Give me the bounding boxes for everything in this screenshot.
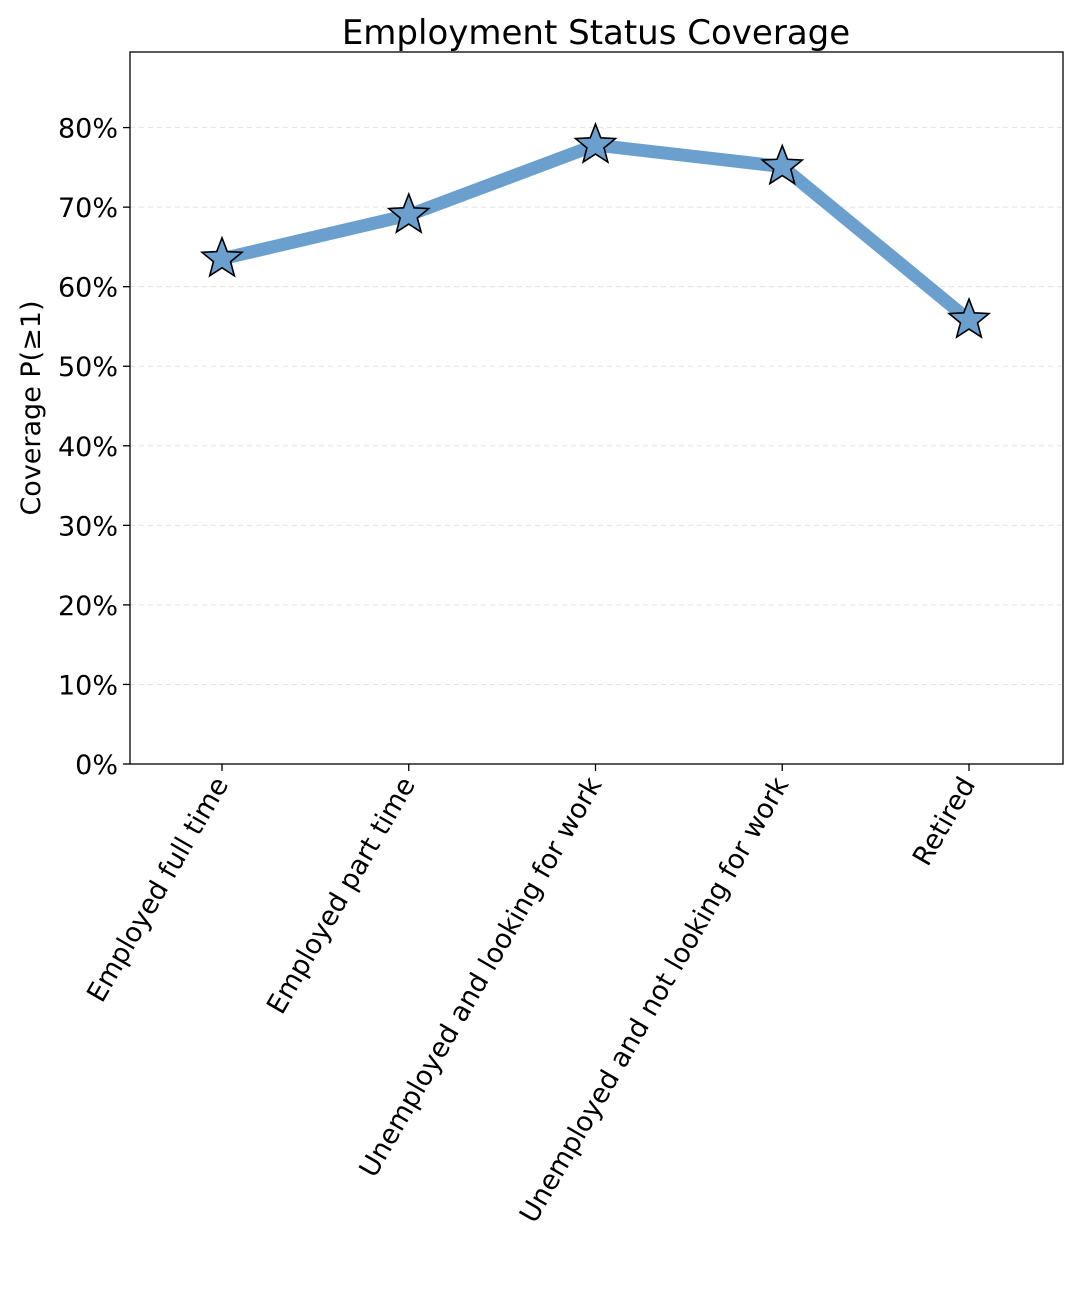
y-tick-label: 70% bbox=[58, 193, 118, 224]
series-line bbox=[215, 138, 976, 327]
y-axis-label: Coverage P(≥1) bbox=[16, 300, 47, 515]
data-point-star bbox=[573, 121, 618, 164]
y-tick-label: 60% bbox=[58, 273, 118, 304]
y-tick-label: 10% bbox=[58, 670, 118, 701]
chart-title: Employment Status Coverage bbox=[342, 13, 850, 53]
x-tick-label: Employed full time bbox=[81, 772, 235, 1008]
data-point-star bbox=[760, 143, 805, 186]
data-point-star bbox=[199, 235, 245, 278]
y-tick-label: 50% bbox=[58, 352, 118, 383]
data-point-star bbox=[946, 296, 992, 339]
x-tick-label: Retired bbox=[907, 772, 982, 871]
y-tick-label: 80% bbox=[58, 114, 118, 145]
x-axis: Employed full time Employed part timeUnem… bbox=[81, 764, 982, 1228]
series-group bbox=[199, 121, 992, 339]
y-axis: 0% 10% 20% 30% 40% 50% 60% 70% 80% bbox=[58, 114, 130, 781]
plot-frame bbox=[129, 51, 1064, 765]
x-tick-label: Employed part time bbox=[261, 772, 422, 1019]
y-tick-label: 40% bbox=[58, 432, 118, 463]
y-tick-label: 0% bbox=[75, 750, 118, 781]
data-point-star bbox=[386, 191, 431, 234]
y-tick-label: 30% bbox=[58, 511, 118, 542]
y-tick-label: 20% bbox=[58, 591, 118, 622]
gridlines bbox=[130, 127, 1063, 685]
